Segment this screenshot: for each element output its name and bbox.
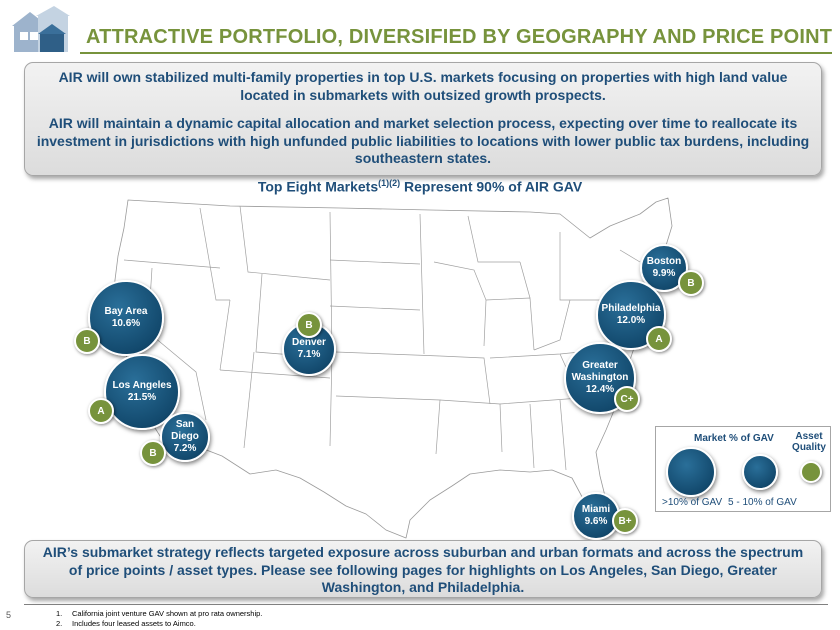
footnote-text: Includes four leased assets to Aimco. — [72, 619, 196, 628]
market-pct: 10.6% — [111, 318, 141, 329]
grade-badge-denver: B — [296, 312, 322, 338]
legend-large-label: >10% of GAV — [662, 497, 723, 508]
grade-badge-philadelphia: A — [646, 326, 672, 352]
footnote-num: 2. — [56, 619, 63, 628]
market-pct: 21.5% — [127, 392, 157, 403]
grade-badge-los-angeles: A — [88, 398, 114, 424]
intro-paragraph-1: AIR will own stabilized multi-family pro… — [58, 69, 788, 103]
market-bubble-philadelphia: Philadelphia 12.0% — [596, 280, 666, 350]
legend-small-bubble — [742, 454, 778, 490]
grade-badge-greater-washington: C+ — [614, 386, 640, 412]
footnote-2: 2. Includes four leased assets to Aimco. — [56, 619, 262, 629]
page-title: ATTRACTIVE PORTFOLIO, DIVERSIFIED BY GEO… — [86, 26, 833, 48]
map-title-footnote-refs: (1)(2) — [378, 178, 401, 188]
market-bubble-san-diego: San Diego 7.2% — [160, 412, 210, 462]
page-number: 5 — [6, 610, 12, 620]
grade-badge-boston: B — [678, 270, 704, 296]
market-name: Miami — [581, 504, 611, 515]
market-name: San Diego — [171, 419, 199, 442]
title-divider — [80, 52, 832, 54]
footer-divider — [24, 604, 828, 605]
grade-badge-san-diego: B — [140, 440, 166, 466]
market-bubble-denver: Denver 7.1% — [282, 322, 336, 376]
legend-market-label: Market % of GAV — [694, 433, 774, 444]
market-pct: 9.9% — [652, 268, 676, 279]
market-pct: 12.0% — [616, 315, 646, 326]
conclusion-text: AIR’s submarket strategy reflects target… — [42, 544, 804, 595]
market-name: Los Angeles — [112, 380, 172, 391]
intro-panel: AIR will own stabilized multi-family pro… — [24, 62, 822, 176]
market-name: Boston — [646, 256, 682, 267]
legend-large-bubble — [666, 447, 716, 497]
grade-badge-miami: B+ — [612, 508, 638, 534]
market-pct: 9.6% — [584, 516, 608, 527]
map-legend: Market % of GAV Asset Quality >10% of GA… — [655, 426, 831, 512]
legend-small-label: 5 - 10% of GAV — [728, 497, 797, 508]
legend-quality-dot — [800, 461, 822, 483]
footnote-1: 1. California joint venture GAV shown at … — [56, 609, 262, 619]
map-title-text: Top Eight Markets — [257, 178, 379, 195]
market-name: Greater Washington — [571, 360, 629, 383]
intro-paragraph-2: AIR will maintain a dynamic capital allo… — [36, 115, 810, 166]
market-bubble-bay-area: Bay Area 10.6% — [88, 280, 164, 356]
grade-badge-bay-area: B — [74, 328, 100, 354]
market-name: Denver — [292, 337, 326, 348]
footnotes: 1. California joint venture GAV shown at … — [56, 609, 262, 629]
map-title: Top Eight Markets(1)(2) Represent 90% of… — [0, 178, 840, 195]
footnote-num: 1. — [56, 609, 63, 618]
conclusion-panel: AIR’s submarket strategy reflects target… — [24, 540, 822, 598]
legend-quality-label: Asset Quality — [792, 431, 826, 453]
market-pct: 12.4% — [585, 384, 615, 395]
market-pct: 7.1% — [297, 349, 321, 360]
company-logo — [8, 4, 72, 54]
market-pct: 7.2% — [173, 443, 197, 454]
market-name: Philadelphia — [601, 303, 661, 314]
market-name: Bay Area — [104, 306, 148, 317]
footnote-text: California joint venture GAV shown at pr… — [72, 609, 263, 618]
market-bubble-los-angeles: Los Angeles 21.5% — [104, 354, 180, 430]
map-title-text-end: Represent 90% of AIR GAV — [400, 178, 583, 195]
